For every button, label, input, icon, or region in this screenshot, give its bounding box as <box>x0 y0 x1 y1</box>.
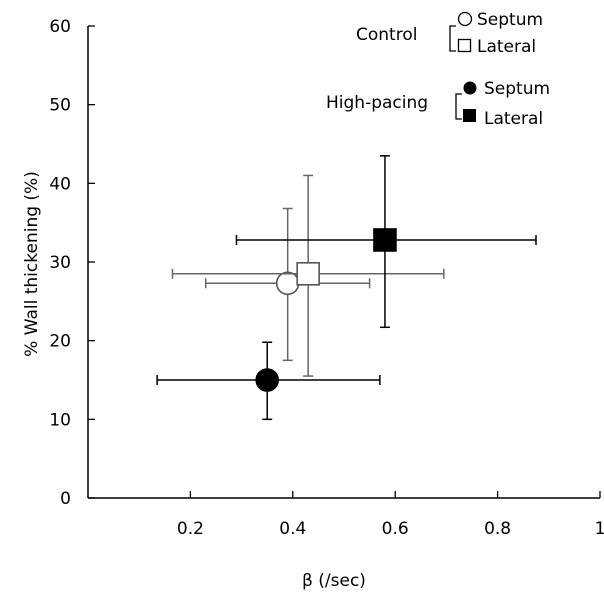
legend: Control Septum Lateral High-pacing Septu… <box>326 10 550 129</box>
legend-open-circle-icon <box>457 11 473 27</box>
data-point-high-pacing-septum <box>156 341 381 421</box>
x-tick-label: 0.8 <box>484 519 511 539</box>
x-axis-title: β (/sec) <box>302 571 366 591</box>
data-point-high-pacing-lateral <box>235 155 537 329</box>
y-tick-label: 0 <box>60 489 71 509</box>
y-tick-label: 30 <box>49 253 71 273</box>
x-tick-label: 0.6 <box>382 519 409 539</box>
legend-control-lateral-label: Lateral <box>477 37 536 57</box>
data-marker-square <box>296 261 320 286</box>
y-axis-title: % Wall thickening (%) <box>22 171 42 357</box>
legend-control-septum-label: Septum <box>477 10 543 30</box>
legend-bracket-icon <box>455 93 462 120</box>
x-ticks: 0.2 0.4 0.6 0.8 1 <box>177 491 604 539</box>
legend-highpacing-septum-label: Septum <box>484 79 550 99</box>
y-tick-label: 20 <box>49 332 71 352</box>
y-tick-label: 10 <box>49 410 71 430</box>
data-marker-circle <box>275 271 300 296</box>
legend-open-square-icon <box>457 38 472 53</box>
x-tick-label: 0.4 <box>279 519 306 539</box>
plot-area <box>156 155 537 421</box>
legend-group-highpacing-label: High-pacing <box>326 93 428 113</box>
y-ticks: 0 10 20 30 40 50 60 <box>49 17 95 509</box>
y-tick-label: 40 <box>49 174 71 194</box>
x-tick-label: 1 <box>595 519 604 539</box>
data-marker-square <box>373 228 397 252</box>
y-tick-label: 60 <box>49 17 71 37</box>
data-marker-circle <box>255 368 280 392</box>
legend-group-control-label: Control <box>356 25 417 45</box>
legend-bracket-icon <box>449 25 456 52</box>
x-tick-label: 0.2 <box>177 519 204 539</box>
legend-filled-square-icon <box>463 109 476 122</box>
legend-filled-circle-icon <box>463 81 477 95</box>
legend-highpacing-lateral-label: Lateral <box>484 109 543 129</box>
data-point-control-lateral <box>171 174 445 377</box>
y-tick-label: 50 <box>49 96 71 116</box>
data-point-control-septum <box>205 207 371 362</box>
